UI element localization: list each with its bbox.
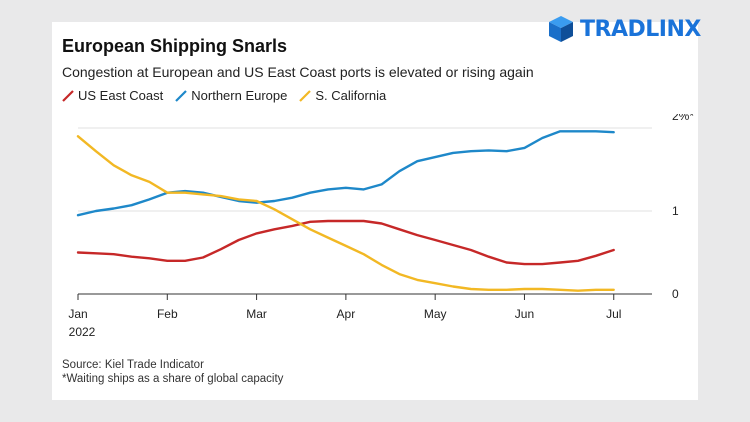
tradlinx-logo: TRADLINX [548, 14, 701, 44]
legend-swatch [62, 89, 74, 102]
x-tick-label: Jul [606, 307, 621, 321]
legend-swatch-line [299, 89, 312, 102]
source-note: Source: Kiel Trade Indicator [62, 359, 204, 371]
legend-swatch [299, 89, 312, 102]
logo-text: TRADLINX [580, 16, 701, 42]
cube-icon [549, 16, 573, 42]
series-line-2 [76, 130, 615, 217]
y-tick-label: 1 [672, 204, 679, 218]
y-tick-label: 0 [672, 287, 679, 301]
x-tick-label: Mar [246, 307, 267, 321]
x-tick-label: Feb [157, 307, 178, 321]
series-line-3 [76, 135, 615, 292]
legend-label: Northern Europe [191, 88, 288, 103]
legend-swatch-line [62, 89, 74, 102]
x-tick-label: Apr [337, 307, 356, 321]
x-tick-label: Jan [68, 307, 87, 321]
x-tick-label: May [424, 307, 447, 321]
y-tick-label: 2%* [672, 114, 694, 123]
chart-notes: Source: Kiel Trade Indicator *Waiting sh… [62, 358, 283, 386]
plot-area: 0 1 2%* Jan 2022 Feb Mar Apr May Jun Jul [68, 114, 694, 339]
legend-item-s-california: S. California [299, 88, 386, 103]
legend-item-northern-europe: Northern Europe [175, 88, 287, 103]
x-tick-label: Jun [515, 307, 534, 321]
chart-subtitle: Congestion at European and US East Coast… [62, 64, 534, 80]
chart-card: European Shipping Snarls Congestion at E… [52, 22, 698, 400]
x-tick-sublabel: 2022 [69, 325, 96, 339]
chart-legend: US East Coast Northern Europe S. Califor… [62, 88, 386, 103]
legend-label: US East Coast [78, 88, 164, 103]
series-line-1 [76, 219, 615, 266]
chart-title: European Shipping Snarls [62, 36, 288, 56]
footnote: *Waiting ships as a share of global capa… [62, 373, 284, 385]
legend-swatch [175, 89, 188, 102]
legend-item-us-east-coast: US East Coast [62, 88, 163, 103]
legend-swatch-line [175, 89, 188, 102]
legend-label: S. California [315, 88, 387, 103]
